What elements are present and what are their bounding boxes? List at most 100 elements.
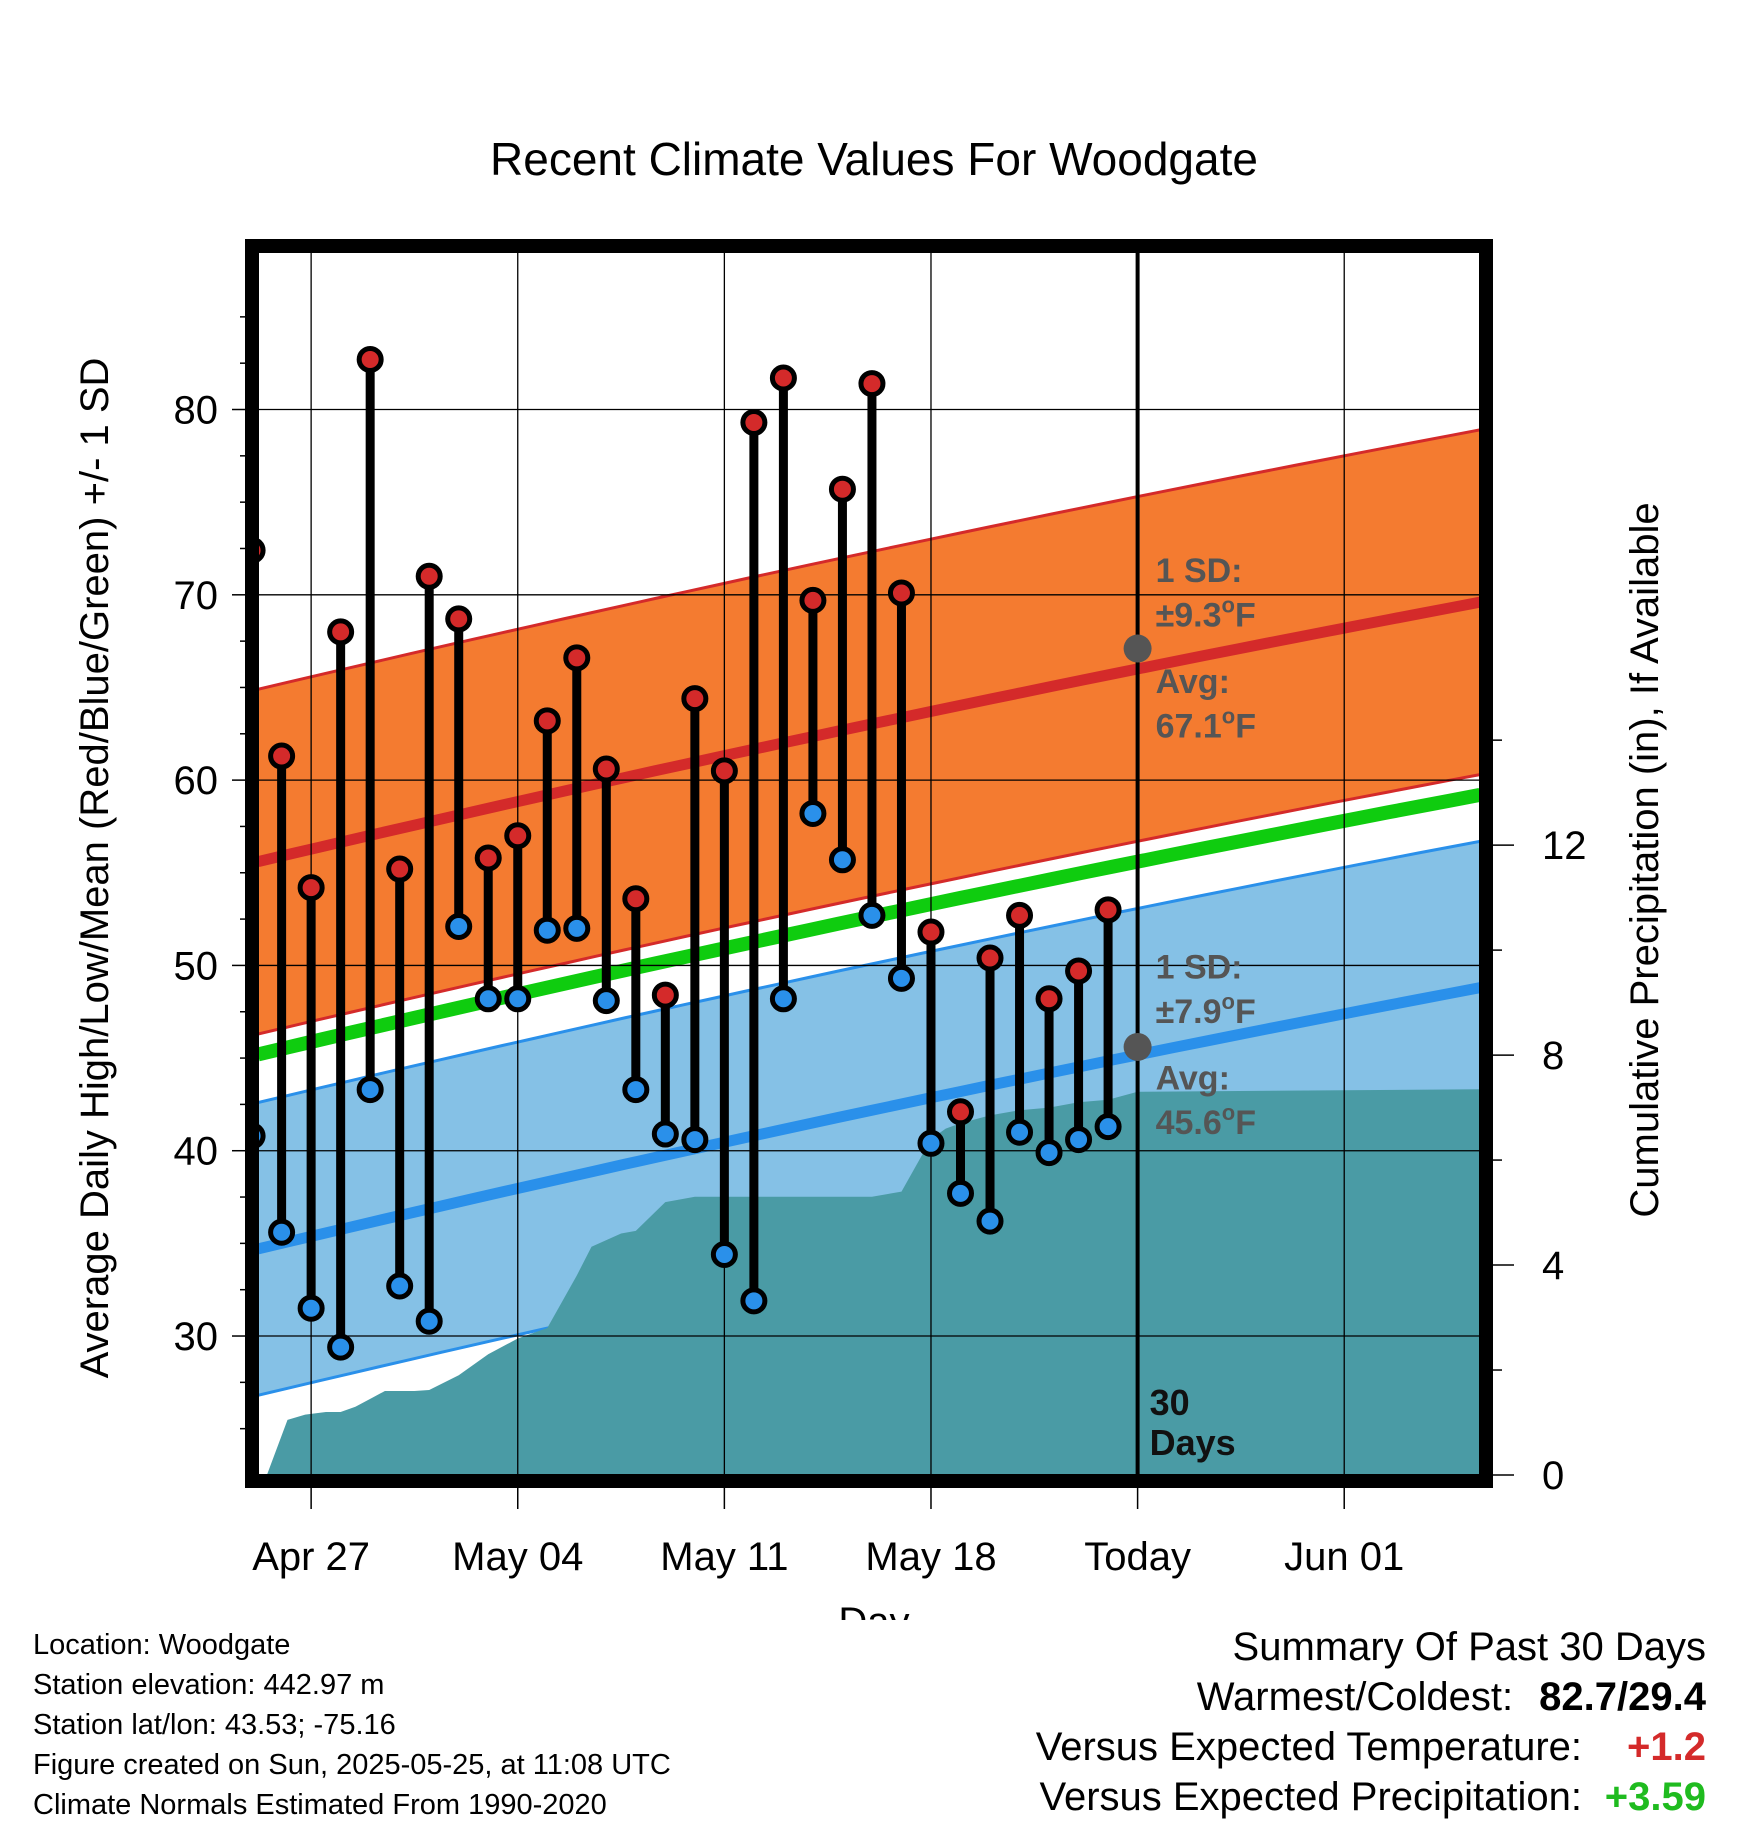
value-separator: / [1617,1675,1629,1719]
daily-high-point [474,844,502,872]
daily-low-point [769,985,797,1013]
daily-low-point [828,846,856,874]
daily-low-point [297,1294,325,1322]
daily-high-point [769,364,797,392]
daily-high-point [1065,957,1093,985]
daily-high-point [1035,985,1063,1013]
daily-high-point [887,579,915,607]
warmest-coldest-label: Warmest/Coldest: [1196,1675,1514,1719]
daily-high-point [917,918,945,946]
summary-precip: Versus Expected Precipitation: +3.59 [1036,1772,1706,1822]
plot-frame [245,239,1493,1488]
daily-low-point [681,1126,709,1154]
daily-high-point [681,685,709,713]
temp-anomaly-value: +1.2 [1627,1725,1706,1769]
daily-low-point [592,987,620,1015]
daily-low-point [799,799,827,827]
daily-low-point [268,1218,296,1246]
precipitation-area [266,1089,1480,1475]
elevation-text: Station elevation: 442.97 m [33,1669,385,1701]
y-tick-label: 30 [174,1315,219,1359]
x-tick-label: Jun 01 [1284,1535,1404,1579]
daily-high-point [445,605,473,633]
summary-warmest-coldest: Warmest/Coldest: 82.7/29.4 [1036,1672,1706,1722]
daily-high-point [651,981,679,1009]
avg-low-line [258,982,1480,1255]
today-avg-low-marker [1123,1032,1152,1061]
daily-high-point [799,586,827,614]
daily-low-point [887,964,915,992]
daily-low-point [858,901,886,929]
station-info: Location: Woodgate Station elevation: 44… [33,1625,671,1825]
x-tick-label: May 04 [452,1535,583,1579]
daily-high-point [297,874,325,902]
daily-high-point [386,855,414,883]
x-tick-label: Today [1084,1535,1191,1579]
high-sd-value: ±9.3oF [1156,592,1256,634]
low-sd-band [258,841,1480,1396]
daily-high-point [858,370,886,398]
low-sd-upper [258,839,1480,1104]
daily-high-point [622,885,650,913]
daily-high-point [415,562,443,590]
daily-high-point [327,618,355,646]
y2-tick-label: 8 [1542,1034,1564,1078]
daily-high-point [828,475,856,503]
daily-low-point [740,1287,768,1315]
daily-high-point [533,707,561,735]
low-avg-label: Avg: [1156,1060,1230,1098]
y-axis-label-right: Cumulative Precipitation (in), If Availa… [1623,502,1667,1217]
daily-low-point [474,985,502,1013]
x-tick-label: May 11 [660,1535,788,1579]
days-count-label: 30 [1150,1382,1190,1423]
daily-low-point [947,1179,975,1207]
daily-high-point [976,944,1004,972]
y-tick-label: 60 [174,759,219,803]
low-sd-value: ±7.9oF [1156,989,1256,1031]
daily-low-point [386,1272,414,1300]
daily-high-point [1094,896,1122,924]
y-axis-label-left: Average Daily High/Low/Mean (Red/Blue/Gr… [73,358,117,1379]
precip-label: Versus Expected Precipitation: [1039,1775,1582,1819]
daily-high-point [592,755,620,783]
location-text: Location: Woodgate [33,1629,291,1661]
daily-low-point [622,1076,650,1104]
normals-text: Climate Normals Estimated From 1990-2020 [33,1789,607,1821]
x-axis-label: Day [838,1600,909,1620]
climate-chart: Recent Climate Values For Woodgate 1 SD:… [73,133,1667,1620]
daily-low-point [356,1076,384,1104]
x-tick-label: Apr 27 [252,1535,370,1579]
y-tick-label: 70 [174,574,219,618]
low-avg-value: 45.6oF [1156,1100,1256,1142]
daily-high-point [563,644,591,672]
daily-high-point [710,757,738,785]
summary-heading: Summary Of Past 30 Days [1232,1625,1706,1669]
daily-low-point [1006,1118,1034,1146]
daily-low-point [504,985,532,1013]
daily-high-point [947,1098,975,1126]
daily-high-point [268,742,296,770]
daily-high-point [356,345,384,373]
daily-low-point [651,1120,679,1148]
summary-temp: Versus Expected Temperature: +1.2 [1036,1722,1706,1772]
daily-low-point [445,913,473,941]
daily-low-point [1094,1113,1122,1141]
daily-high-point [1006,901,1034,929]
y2-tick-label: 12 [1542,824,1587,868]
chart-title: Recent Climate Values For Woodgate [490,133,1258,185]
high-avg-label: Avg: [1156,663,1230,701]
daily-low-point [258,1123,266,1149]
y2-tick-label: 4 [1542,1244,1564,1288]
y-tick-label: 50 [174,944,219,988]
days-word-label: Days [1150,1422,1236,1463]
daily-low-point [710,1240,738,1268]
daily-low-point [976,1207,1004,1235]
temp-label: Versus Expected Temperature: [1035,1725,1582,1769]
warmest-coldest-value: 82.7/29.4 [1539,1672,1706,1722]
y-tick-label: 40 [174,1130,219,1174]
daily-low-point [563,914,591,942]
daily-high-point [504,822,532,850]
high-sd-label: 1 SD: [1156,552,1243,590]
